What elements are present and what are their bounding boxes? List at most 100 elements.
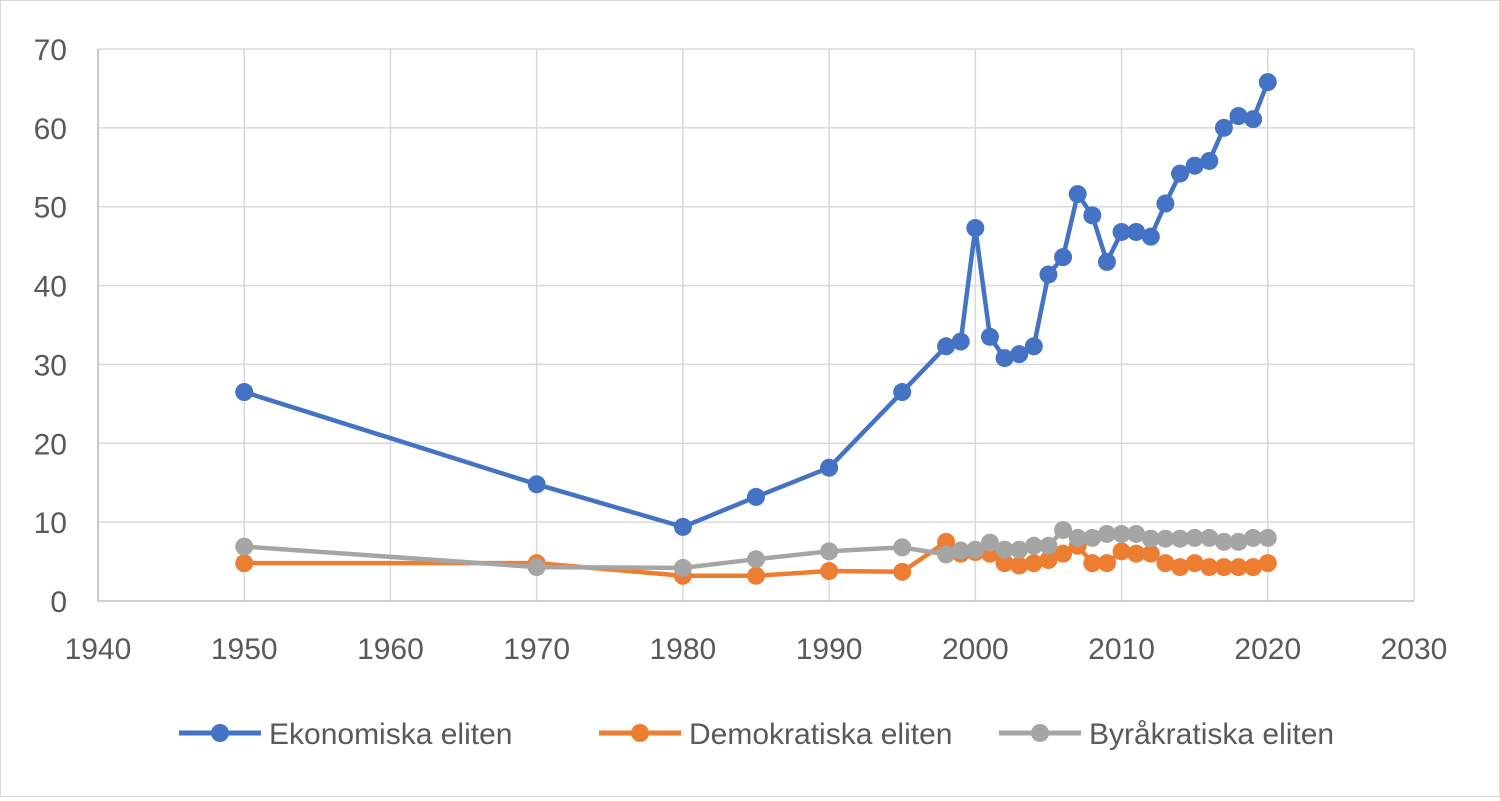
data-point (1127, 524, 1146, 543)
data-point (1244, 558, 1263, 577)
data-point (937, 532, 956, 551)
series-layer (235, 73, 1277, 585)
series-line (241, 79, 1271, 530)
data-point (673, 558, 692, 577)
data-point (1024, 554, 1043, 573)
tick-labels: 1940 1950 1960 1970 1980 1990 2000 2010 2020 2030… (34, 34, 1448, 666)
data-point (1244, 528, 1263, 547)
axis-lines (97, 49, 1414, 602)
data-point (1229, 532, 1248, 551)
data-point (966, 540, 985, 559)
legend-item: Demokratiska eliten (599, 718, 952, 751)
x-tick-label: 2010 (1088, 633, 1155, 666)
data-point (1010, 345, 1029, 364)
data-point (1112, 524, 1131, 543)
data-point (951, 332, 970, 351)
data-point (747, 566, 765, 585)
data-point (893, 538, 912, 557)
series-1 (235, 73, 1277, 536)
legend-item: Ekonomiska eliten (179, 718, 512, 751)
data-point (527, 475, 546, 494)
data-point (995, 554, 1014, 573)
data-point (1039, 536, 1058, 555)
data-point (980, 533, 999, 552)
data-point (1214, 532, 1233, 551)
data-point (1112, 222, 1131, 241)
data-point (1097, 252, 1116, 271)
data-point (1083, 554, 1102, 573)
data-point (747, 487, 765, 506)
data-point (1258, 554, 1277, 573)
data-point (1156, 554, 1175, 573)
data-point (1039, 265, 1058, 284)
x-tick-label: 1970 (503, 633, 570, 666)
data-point (1068, 185, 1087, 204)
data-point (1054, 248, 1073, 267)
data-point (1141, 227, 1160, 246)
data-point (951, 541, 970, 560)
data-point (1097, 524, 1116, 543)
data-point (1112, 542, 1131, 561)
data-point (527, 558, 546, 577)
data-point (937, 545, 956, 564)
y-tick-label: 40 (34, 271, 67, 304)
data-point (1010, 556, 1029, 575)
data-point (1244, 110, 1263, 129)
y-tick-label: 50 (34, 192, 67, 225)
data-point (1083, 206, 1102, 225)
data-point (1185, 156, 1204, 175)
data-point (1141, 544, 1160, 563)
data-point (1156, 194, 1175, 213)
data-point (1024, 536, 1043, 555)
data-point (1258, 73, 1277, 92)
data-point (1214, 118, 1233, 137)
data-point (1200, 558, 1219, 577)
x-tick-label: 2000 (942, 633, 1009, 666)
series-3 (235, 521, 1277, 577)
legend-swatch-marker (631, 724, 649, 742)
data-point (820, 562, 839, 581)
y-tick-label: 60 (34, 113, 67, 146)
data-point (1156, 529, 1175, 548)
data-point (937, 337, 956, 356)
data-point (995, 540, 1014, 559)
y-tick-label: 10 (34, 507, 67, 540)
data-point (1024, 337, 1043, 356)
data-point (1200, 151, 1219, 170)
data-point (673, 517, 692, 536)
data-point (1229, 558, 1248, 577)
data-point (1083, 528, 1102, 547)
data-point (995, 349, 1014, 368)
data-point (747, 550, 765, 569)
data-point (1054, 521, 1073, 540)
legend-label: Ekonomiska eliten (269, 718, 512, 751)
data-point (980, 327, 999, 346)
data-point (1200, 528, 1219, 547)
data-point (1229, 107, 1248, 126)
data-point (1010, 540, 1029, 559)
x-tick-label: 1980 (650, 633, 717, 666)
y-tick-label: 70 (34, 34, 67, 67)
data-point (1185, 554, 1204, 573)
data-point (235, 383, 254, 402)
data-point (1039, 550, 1058, 569)
gridlines (97, 48, 1415, 601)
legend-label: Byråkratiska eliten (1089, 718, 1334, 751)
legend: Ekonomiska eliten Demokratiska eliten Byrå… (179, 718, 1334, 751)
data-point (820, 458, 839, 477)
legend-swatch-marker (211, 724, 229, 742)
x-tick-label: 1950 (211, 633, 278, 666)
data-point (1068, 528, 1087, 547)
data-point (1258, 528, 1277, 547)
x-tick-label: 1990 (796, 633, 863, 666)
data-point (1097, 554, 1116, 573)
x-tick-label: 2020 (1234, 633, 1301, 666)
data-point (893, 383, 912, 402)
y-tick-label: 0 (50, 586, 67, 619)
data-point (893, 562, 912, 581)
data-point (1171, 529, 1190, 548)
data-point (1127, 544, 1146, 563)
data-point (820, 542, 839, 561)
